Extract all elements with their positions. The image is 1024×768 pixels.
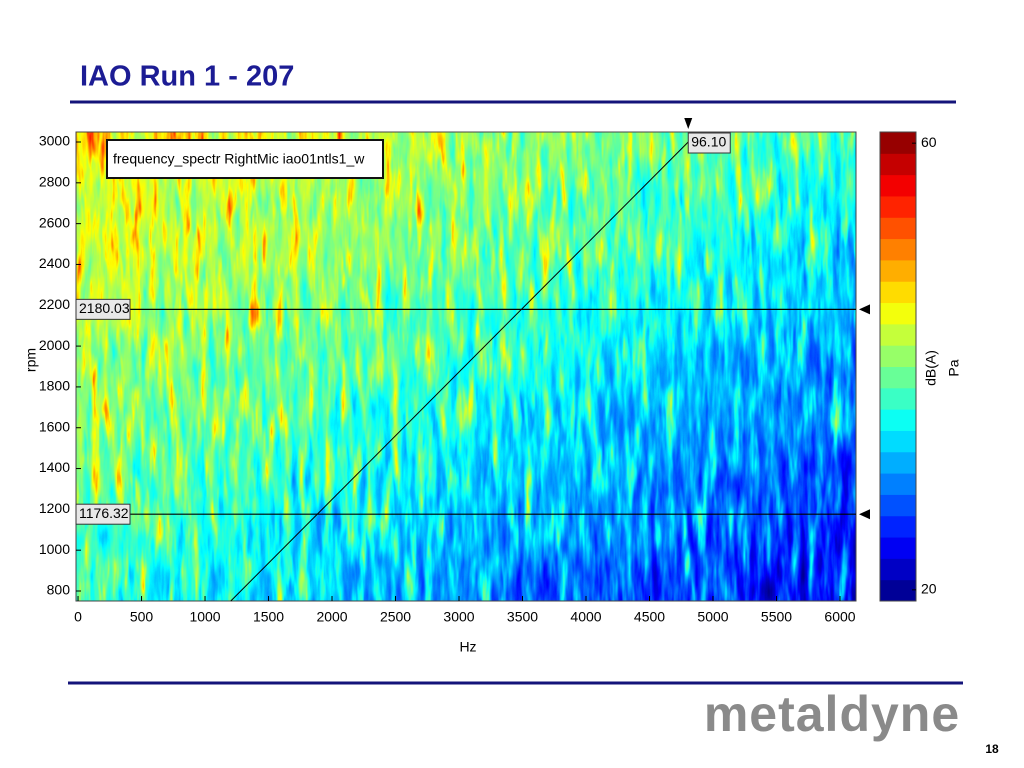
y-tick-label: 2800	[39, 174, 70, 190]
colorbar-label: dB(A)	[923, 350, 939, 386]
y-tick-label: 3000	[39, 133, 70, 149]
colorbar-block	[880, 451, 916, 474]
x-tick-label: 5500	[761, 609, 792, 625]
colorbar-tick-label: 60	[921, 134, 937, 150]
y-tick-label: 2000	[39, 337, 70, 353]
colorbar-block	[880, 132, 916, 154]
y-tick-label: 1600	[39, 418, 70, 434]
x-tick-label: 2000	[316, 609, 347, 625]
order-cursor	[230, 141, 689, 602]
y-tick-label: 1400	[39, 459, 70, 475]
slide-title: IAO Run 1 - 207	[80, 61, 294, 93]
colorbar-block	[880, 579, 916, 602]
colorbar-block	[880, 259, 916, 282]
colorbar-block	[880, 174, 916, 197]
colorbar-block	[880, 302, 916, 325]
order-cursor-label-box	[687, 132, 731, 154]
colorbar-block	[880, 558, 916, 581]
colorbar-block	[880, 387, 916, 410]
x-tick-label: 1000	[189, 609, 220, 625]
order-cursor-marker	[684, 118, 693, 129]
rpm-cursor-label-box	[75, 298, 131, 320]
y-tick-label: 2200	[39, 296, 70, 312]
colorbar-frame	[879, 131, 917, 602]
y-tick-label: 2600	[39, 214, 70, 230]
rpm-cursor-label: 2180.03	[79, 300, 130, 316]
spectrogram-image	[76, 132, 856, 601]
order-cursor-label: 96.10	[691, 134, 726, 150]
colorbar-block	[880, 494, 916, 517]
rpm-cursor-label: 1176.32	[79, 505, 129, 521]
y-tick-label: 1200	[39, 500, 70, 516]
y-tick-label: 1800	[39, 378, 70, 394]
legend-label: frequency_spectr RightMic iao01ntls1_w	[113, 151, 365, 167]
y-tick-label: 2400	[39, 255, 70, 271]
y-tick-label: 1000	[39, 541, 70, 557]
colorbar-tick-label: 20	[921, 581, 937, 597]
plot-frame	[75, 131, 857, 602]
logo: metaldyne	[704, 686, 960, 742]
colorbar-block	[880, 473, 916, 495]
rpm-cursor-label-box	[75, 503, 131, 525]
x-tick-label: 5000	[697, 609, 728, 625]
colorbar-block	[880, 345, 916, 367]
x-tick-label: 4500	[634, 609, 665, 625]
colorbar-block	[880, 537, 916, 559]
colorbar-block	[880, 195, 916, 218]
y-tick-label: 800	[47, 582, 71, 598]
x-tick-label: 2500	[380, 609, 411, 625]
colorbar-block	[880, 281, 916, 304]
colorbar-block	[880, 409, 916, 431]
colorbar-block	[880, 515, 916, 538]
legend-box	[106, 139, 384, 179]
colorbar-block	[880, 430, 916, 453]
x-tick-label: 500	[130, 609, 154, 625]
colorbar-unit: Pa	[946, 359, 962, 376]
x-tick-label: 1500	[253, 609, 284, 625]
x-axis-label: Hz	[459, 639, 476, 655]
colorbar-block	[880, 153, 916, 176]
x-tick-label: 3500	[507, 609, 538, 625]
x-tick-label: 0	[74, 609, 82, 625]
x-tick-label: 6000	[824, 609, 855, 625]
y-axis-label: rpm	[23, 348, 39, 372]
colorbar-block	[880, 323, 916, 346]
colorbar-block	[880, 366, 916, 389]
rpm-cursor-marker	[859, 304, 870, 315]
rpm-cursor-marker	[859, 509, 870, 520]
spectrogram-plot	[75, 131, 857, 602]
page-number: 18	[985, 742, 999, 756]
colorbar-block	[880, 238, 916, 261]
x-tick-label: 3000	[443, 609, 474, 625]
x-tick-label: 4000	[570, 609, 601, 625]
colorbar-block	[880, 217, 916, 240]
